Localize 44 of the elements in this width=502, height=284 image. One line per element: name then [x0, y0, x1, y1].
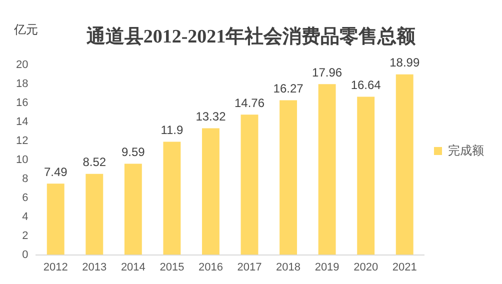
bar: [357, 96, 375, 255]
x-tick-label: 2015: [160, 261, 184, 274]
x-tick-label: 2019: [314, 261, 340, 274]
data-label: 13.32: [196, 110, 226, 124]
bar: [86, 174, 104, 255]
y-tick-label: 0: [22, 248, 28, 261]
y-tick-label: 12: [16, 134, 28, 147]
bar: [124, 164, 142, 255]
x-tick-label: 2020: [354, 261, 378, 274]
y-axis-title: 亿元: [13, 22, 38, 36]
data-label: 14.76: [234, 96, 265, 110]
x-tick-label: 2013: [82, 261, 107, 274]
data-label: 11.9: [160, 123, 184, 138]
y-tick-label: 6: [22, 192, 28, 204]
x-tick-label: 2016: [198, 261, 223, 274]
bar: [240, 114, 258, 255]
y-tick-label: 4: [22, 210, 28, 223]
bar: [396, 74, 414, 255]
data-label: 7.49: [44, 164, 68, 179]
bar: [280, 100, 298, 255]
y-tick-label: 16: [16, 96, 28, 109]
x-tick-label: 2014: [120, 261, 146, 274]
y-tick-label: 20: [16, 58, 28, 71]
y-tick-label: 8: [22, 172, 28, 185]
x-tick-label: 2012: [43, 261, 68, 274]
y-tick-label: 2: [22, 230, 28, 242]
x-tick-label: 2021: [392, 261, 417, 274]
x-tick-label: 2018: [276, 261, 301, 274]
bar: [46, 184, 64, 255]
y-tick-label: 10: [16, 154, 28, 166]
data-label: 18.99: [390, 56, 420, 70]
y-tick-label: 14: [16, 116, 28, 128]
data-label: 16.27: [273, 82, 304, 96]
bar: [163, 142, 181, 255]
data-label: 9.59: [121, 145, 146, 160]
chart-title: 通道县2012-2021年社会消费品零售总额: [85, 25, 417, 48]
y-tick-label: 18: [16, 78, 28, 90]
bar: [318, 84, 336, 255]
legend-label: 完成额: [448, 143, 484, 158]
data-label: 17.96: [312, 65, 342, 80]
bar: [202, 128, 220, 255]
x-tick-label: 2017: [237, 261, 262, 274]
data-label: 16.64: [350, 78, 382, 92]
data-label: 8.52: [82, 155, 106, 170]
